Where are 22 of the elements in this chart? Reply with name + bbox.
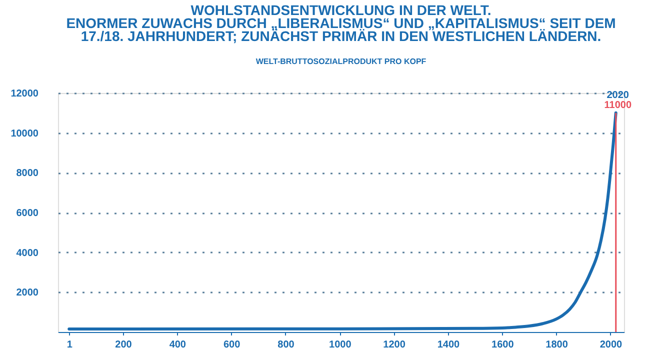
y-tick-label: 2000 [16,288,39,299]
x-tick-label: 200 [115,340,132,350]
x-tick-label: 800 [278,340,295,350]
y-tick-label: 8000 [16,168,39,180]
x-tick-label: 1600 [492,340,514,350]
x-tick-label: 1000 [329,340,352,350]
annotation: 11000 [604,100,632,111]
y-tick-label: 12000 [10,88,39,100]
text: ENORMER ZUWACHS DURCH „LIBERALISMUS“ UND „KAPITALISMUS“ SEIT DEM [66,15,616,31]
x-tick-label: 2000 [600,340,623,350]
x-tick-label: 1 [66,340,73,350]
x-tick-label: 1200 [383,340,406,350]
annotation: 2020 [606,90,630,101]
chart-subtitle: WELT-BRUTTOSOZIALPRODUKT PRO KOPF [256,57,426,66]
y-tick-label: 6000 [16,208,39,219]
x-tick-label: 1400 [437,340,460,350]
text: WOHLSTANDSENTWICKLUNG IN DER WELT. [190,2,492,18]
y-tick-label: 4000 [16,248,39,259]
x-tick-label: 400 [169,340,186,350]
x-tick-label: 1800 [546,340,568,350]
y-tick-label: 10000 [10,128,39,140]
x-tick-label: 600 [223,340,241,350]
